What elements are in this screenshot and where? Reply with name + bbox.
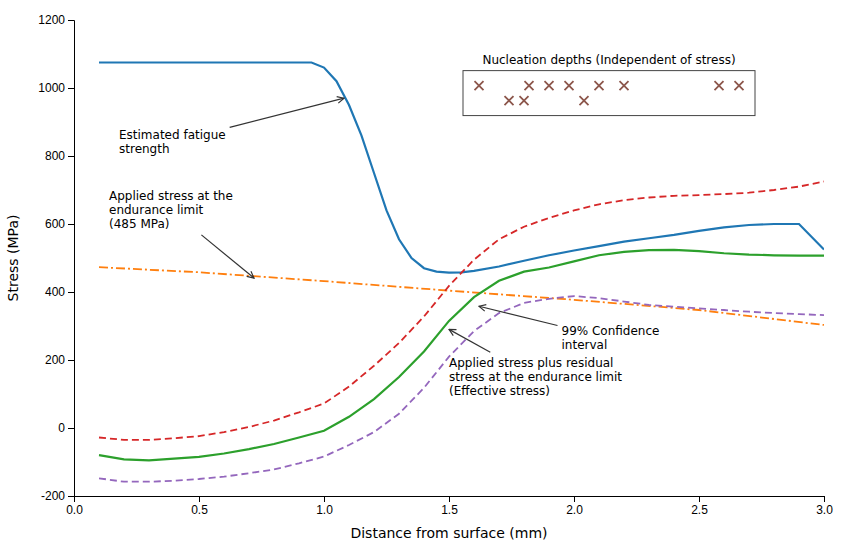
y-tick: 0 [58, 421, 74, 435]
y-tick-mark [68, 224, 74, 225]
y-tick-mark [68, 292, 74, 293]
y-tick-mark [68, 428, 74, 429]
y-tick-label: 200 [45, 353, 65, 367]
x-tick-label: 1.0 [316, 503, 333, 517]
annotation-text: Applied stress at theendurance limit(485… [109, 189, 233, 231]
annotation-line: 99% Confidence [562, 324, 660, 338]
annotation-line: interval [562, 338, 608, 352]
annotation-text: Estimated fatiguestrength [119, 128, 226, 156]
annotation-text: Applied stress plus residualstress at th… [449, 356, 622, 398]
nucleation-marker [545, 81, 554, 90]
x-tick: 3.0 [816, 496, 833, 517]
lines [99, 63, 824, 482]
annotation-line: (Effective stress) [449, 384, 550, 398]
x-tick-label: 0.0 [66, 503, 83, 517]
y-tick-label: 800 [45, 149, 65, 163]
annotation-line: Applied stress plus residual [449, 356, 613, 370]
nucleation-marker [565, 81, 574, 90]
nucleation-marker [580, 96, 589, 105]
annotation-arrow [449, 329, 490, 352]
y-axis-title: Stress (MPa) [5, 215, 21, 302]
marker-box [463, 71, 755, 116]
x-tick: 0.0 [66, 496, 83, 517]
y-tick: -200 [41, 489, 74, 503]
x-tick-label: 3.0 [816, 503, 833, 517]
y-tick-label: 1200 [38, 13, 65, 27]
x-tick: 2.0 [566, 496, 583, 517]
annotation-line: Nucleation depths (Independent of stress… [482, 53, 735, 67]
x-tick-mark [449, 496, 450, 502]
annotation-line: (485 MPa) [109, 217, 170, 231]
annotation-line: Applied stress at the [109, 189, 233, 203]
annotation-arrow [230, 98, 344, 127]
series-line [99, 267, 824, 325]
annotation-line: stress at the endurance limit [449, 370, 622, 384]
x-tick-label: 2.0 [566, 503, 583, 517]
y-tick: 800 [45, 149, 74, 163]
y-tick-label: 1000 [38, 81, 65, 95]
markers [475, 81, 744, 105]
nucleation-marker [525, 81, 534, 90]
y-axis: -200 0 200 400 600 800 1000 1200 [38, 13, 74, 503]
nucleation-marker [715, 81, 724, 90]
y-tick-label: 400 [45, 285, 65, 299]
x-tick-mark [199, 496, 200, 502]
y-tick-label: 600 [45, 217, 65, 231]
x-tick: 1.0 [316, 496, 333, 517]
x-axis-title: Distance from surface (mm) [350, 525, 547, 541]
y-tick: 400 [45, 285, 74, 299]
annotation-text: 99% Confidenceinterval [562, 324, 660, 352]
y-tick-mark [68, 20, 74, 21]
x-tick-label: 0.5 [191, 503, 208, 517]
nucleation-marker [520, 96, 529, 105]
y-tick-label: 0 [58, 421, 65, 435]
x-tick-mark [574, 496, 575, 502]
nucleation-marker [505, 96, 514, 105]
annotation-line: strength [119, 142, 170, 156]
x-tick-mark [324, 496, 325, 502]
series-line [99, 63, 824, 273]
y-tick-mark [68, 360, 74, 361]
y-tick: 1000 [38, 81, 74, 95]
chart: 0.0 0.5 1.0 1.5 2.0 2.5 3.0 -200 0 200 400 600 800 10… [0, 0, 850, 550]
series-line [99, 250, 824, 460]
annotations: Nucleation depths (Independent of stress… [109, 53, 736, 399]
x-tick-mark [824, 496, 825, 502]
nucleation-marker [475, 81, 484, 90]
x-tick: 1.5 [441, 496, 458, 517]
nucleation-marker [620, 81, 629, 90]
plot: 0.0 0.5 1.0 1.5 2.0 2.5 3.0 -200 0 200 400 600 800 10… [38, 13, 833, 516]
annotation-line: endurance limit [109, 203, 204, 217]
x-axis: 0.0 0.5 1.0 1.5 2.0 2.5 3.0 [66, 496, 833, 517]
nucleation-marker [735, 81, 744, 90]
y-axis-line [68, 21, 75, 497]
x-tick: 2.5 [691, 496, 708, 517]
x-tick: 0.5 [191, 496, 208, 517]
annotation-line: Estimated fatigue [119, 128, 226, 142]
y-tick: 1200 [38, 13, 74, 27]
annotation-arrow [201, 235, 254, 278]
y-tick-mark [68, 496, 74, 497]
x-axis-line [75, 497, 825, 503]
x-tick-label: 1.5 [441, 503, 458, 517]
y-tick: 600 [45, 217, 74, 231]
nucleation-marker [595, 81, 604, 90]
x-tick-mark [699, 496, 700, 502]
series-line [99, 296, 824, 482]
annotation-text: Nucleation depths (Independent of stress… [482, 53, 735, 67]
annotation-arrow [479, 306, 558, 325]
y-tick-mark [68, 88, 74, 89]
y-tick: 200 [45, 353, 74, 367]
y-tick-mark [68, 156, 74, 157]
series-line [99, 182, 824, 440]
y-tick-label: -200 [41, 489, 65, 503]
x-tick-label: 2.5 [691, 503, 708, 517]
